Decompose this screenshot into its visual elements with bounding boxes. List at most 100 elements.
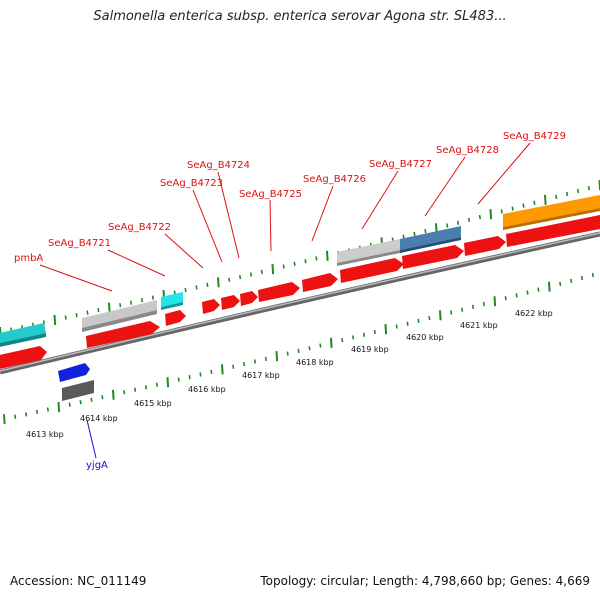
feature-steelblue — [400, 226, 461, 250]
minor-tick — [101, 395, 104, 400]
position-label: 4620 kbp — [406, 333, 444, 342]
minor-tick — [86, 310, 89, 315]
feature-orange — [503, 194, 600, 227]
major-tick — [384, 324, 388, 335]
feature-cyan-shadow — [0, 333, 46, 347]
minor-tick — [297, 348, 300, 354]
minor-tick — [68, 402, 71, 407]
minor-tick — [591, 272, 594, 278]
minor-tick — [482, 301, 485, 307]
position-label: 4621 kbp — [460, 321, 498, 330]
minor-tick — [417, 318, 420, 324]
minor-tick — [260, 269, 263, 274]
minor-tick — [210, 369, 213, 375]
leader-line — [424, 156, 466, 217]
minor-tick — [515, 293, 518, 298]
major-tick — [275, 351, 279, 362]
cds-arrow-4722 — [202, 299, 220, 314]
leader-line — [164, 233, 204, 269]
minor-tick — [46, 407, 49, 412]
minor-tick — [461, 307, 464, 312]
minor-tick — [428, 316, 431, 321]
major-tick — [489, 209, 493, 220]
cds-arrow-4724 — [240, 291, 258, 306]
minor-tick — [537, 287, 540, 292]
minor-tick — [402, 234, 405, 239]
gene-label-B4726: SeAg_B4726 — [303, 174, 366, 185]
minor-tick — [25, 412, 28, 417]
minor-tick — [293, 261, 296, 267]
major-tick — [108, 302, 111, 313]
minor-tick — [308, 346, 311, 351]
leader-line — [311, 185, 334, 242]
cds-arrow-4728b — [464, 236, 506, 256]
leader-line — [192, 189, 223, 263]
minor-tick — [352, 335, 355, 340]
minor-tick — [580, 275, 584, 281]
minor-tick — [406, 321, 409, 326]
minor-tick — [14, 414, 17, 419]
leader-line-yjgA — [86, 419, 97, 459]
minor-tick — [511, 206, 514, 211]
cds-arrow-4726 — [302, 273, 338, 292]
minor-tick — [97, 308, 100, 313]
cds-arrow — [0, 346, 47, 369]
minor-tick — [144, 385, 148, 390]
feature-gray — [82, 300, 157, 328]
major-tick — [166, 377, 170, 388]
major-tick — [326, 250, 329, 261]
minor-tick — [555, 194, 558, 200]
cds-arrow-pmbA — [86, 321, 160, 348]
minor-tick — [395, 324, 398, 329]
genome-backbone-highlight — [0, 232, 600, 372]
leader-line — [477, 142, 531, 205]
gene-label-pmbA: pmbA — [14, 253, 43, 264]
genome-summary-text: Topology: circular; Length: 4,798,660 bp… — [260, 574, 590, 588]
minor-tick — [446, 223, 449, 228]
minor-tick — [79, 400, 82, 405]
label-leader-lines — [39, 142, 531, 292]
minor-tick — [559, 281, 562, 286]
minor-tick — [576, 188, 580, 194]
cds-arrow-4721 — [165, 310, 186, 326]
position-label: 4622 kbp — [515, 309, 553, 318]
minor-tick — [151, 295, 154, 300]
major-tick — [57, 402, 61, 413]
outer-tick-ring — [0, 180, 600, 338]
gene-labels: pmbA SeAg_B4721 SeAg_B4722 SeAg_B4723 Se… — [14, 131, 566, 471]
minor-tick — [134, 387, 137, 392]
minor-tick — [264, 356, 267, 361]
minor-tick — [566, 191, 569, 197]
cds-arrow-4727 — [340, 258, 404, 283]
position-label: 4617 kbp — [242, 371, 280, 380]
position-label: 4615 kbp — [134, 399, 172, 408]
leader-line — [39, 264, 113, 292]
minor-tick — [239, 274, 242, 280]
cds-arrow-4723 — [221, 295, 240, 310]
minor-tick — [533, 200, 536, 205]
minor-tick — [253, 359, 257, 364]
minor-tick — [467, 217, 471, 223]
minor-tick — [155, 382, 158, 387]
cds-arrow-4729 — [506, 215, 600, 247]
feature-steelblue-shadow — [400, 237, 461, 253]
major-tick — [544, 194, 547, 205]
minor-tick — [64, 315, 67, 320]
feature-blue-yjgA — [58, 363, 90, 382]
gene-label-B4729: SeAg_B4729 — [503, 131, 566, 142]
major-tick — [271, 264, 275, 275]
map-title: Salmonella enterica subsp. enterica sero… — [93, 9, 507, 24]
minor-tick — [500, 209, 503, 214]
feature-cyan-small-shadow — [161, 302, 183, 310]
minor-tick — [35, 409, 39, 415]
minor-tick — [177, 377, 180, 382]
minor-tick — [570, 278, 573, 284]
minor-tick — [522, 203, 525, 208]
major-tick — [330, 337, 333, 348]
major-tick — [548, 281, 551, 292]
minor-tick — [526, 290, 529, 295]
major-tick — [217, 277, 220, 288]
minor-tick — [286, 351, 289, 356]
minor-tick — [315, 256, 318, 261]
